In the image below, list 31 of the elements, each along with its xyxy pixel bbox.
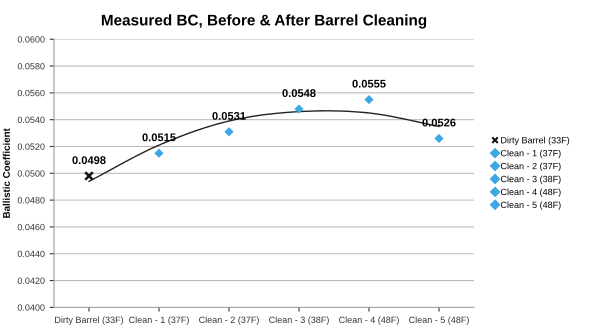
y-tick-label: 0.0540 <box>18 116 45 124</box>
y-tick-label: 0.0420 <box>18 278 45 284</box>
y-tick-label: 0.0460 <box>18 224 45 230</box>
data-label: 0.0548 <box>282 89 316 98</box>
x-tick-label: Clean - 2 (37F) <box>199 316 259 325</box>
data-label: 0.0555 <box>352 80 386 88</box>
y-tick-label: 0.0500 <box>18 170 45 177</box>
chart-title: Measured BC, Before & After Barrel Cleaning <box>102 14 426 29</box>
data-label: 0.0531 <box>212 112 246 120</box>
legend-label: Clean - 2 (37F) <box>500 162 561 172</box>
data-label: 0.0498 <box>72 156 106 164</box>
data-label: 0.0515 <box>142 133 176 142</box>
x-tick-label: Clean - 1 (37F) <box>129 316 189 325</box>
y-tick-label: 0.0560 <box>18 90 45 96</box>
y-tick-label: 0.0520 <box>18 143 45 150</box>
y-tick-label: 0.0440 <box>18 250 45 258</box>
y-tick-label: 0.0600 <box>18 36 45 43</box>
x-tick-label: Clean - 5 (48F) <box>409 316 469 325</box>
x-tick-label: Dirty Barrel (33F) <box>55 316 124 325</box>
y-tick-label: 0.0400 <box>18 304 45 311</box>
legend-label: Clean - 3 (38F) <box>500 176 561 184</box>
y-axis-title: Ballistic Coefficient <box>2 128 10 218</box>
x-tick-label: Clean - 4 (48F) <box>339 316 399 325</box>
legend-label: Clean - 1 (37F) <box>500 150 561 158</box>
legend-label: Clean - 5 (48F) <box>500 201 561 210</box>
data-label: 0.0526 <box>422 118 456 127</box>
legend-label: Dirty Barrel (33F) <box>501 136 570 146</box>
legend-label: Clean - 4 (48F) <box>500 188 561 197</box>
y-tick-label: 0.0580 <box>18 63 45 70</box>
y-tick-label: 0.0480 <box>18 197 45 204</box>
x-tick-label: Clean - 3 (38F) <box>269 316 329 325</box>
